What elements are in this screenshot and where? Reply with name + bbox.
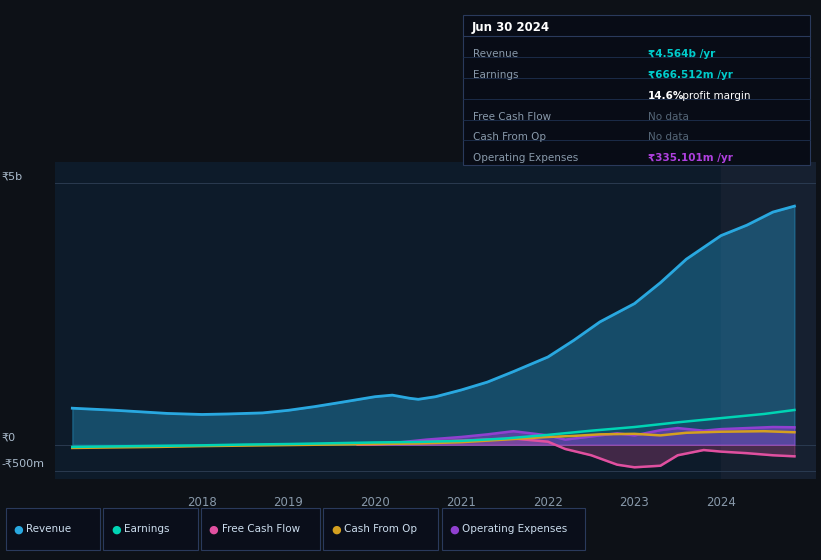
Text: Revenue: Revenue xyxy=(26,524,71,534)
Text: 2020: 2020 xyxy=(360,496,390,508)
Text: Cash From Op: Cash From Op xyxy=(344,524,417,534)
Text: ●: ● xyxy=(111,524,121,534)
Text: 14.6%: 14.6% xyxy=(648,91,684,101)
Text: Jun 30 2024: Jun 30 2024 xyxy=(471,21,549,34)
Text: 2018: 2018 xyxy=(187,496,217,508)
Text: No data: No data xyxy=(648,132,689,142)
Text: ●: ● xyxy=(331,524,341,534)
Bar xyxy=(721,162,816,479)
Text: Revenue: Revenue xyxy=(473,49,518,59)
Text: ₹666.512m /yr: ₹666.512m /yr xyxy=(648,70,732,80)
Text: 2019: 2019 xyxy=(273,496,304,508)
Text: ●: ● xyxy=(13,524,23,534)
Text: ₹0: ₹0 xyxy=(2,432,16,442)
Text: Free Cash Flow: Free Cash Flow xyxy=(473,111,551,122)
Text: Operating Expenses: Operating Expenses xyxy=(462,524,567,534)
Text: Free Cash Flow: Free Cash Flow xyxy=(222,524,300,534)
Text: 2023: 2023 xyxy=(620,496,649,508)
Text: ₹335.101m /yr: ₹335.101m /yr xyxy=(648,153,732,163)
Text: ₹5b: ₹5b xyxy=(2,171,23,181)
Text: 2024: 2024 xyxy=(706,496,736,508)
Text: 2021: 2021 xyxy=(447,496,476,508)
Text: -₹500m: -₹500m xyxy=(2,459,44,469)
Text: Cash From Op: Cash From Op xyxy=(473,132,546,142)
Text: Earnings: Earnings xyxy=(473,70,518,80)
Text: ●: ● xyxy=(449,524,459,534)
Text: 2022: 2022 xyxy=(533,496,563,508)
Text: No data: No data xyxy=(648,111,689,122)
Text: Operating Expenses: Operating Expenses xyxy=(473,153,578,163)
Text: profit margin: profit margin xyxy=(679,91,750,101)
Text: ●: ● xyxy=(209,524,218,534)
Text: Earnings: Earnings xyxy=(124,524,169,534)
Text: ₹4.564b /yr: ₹4.564b /yr xyxy=(648,49,715,59)
